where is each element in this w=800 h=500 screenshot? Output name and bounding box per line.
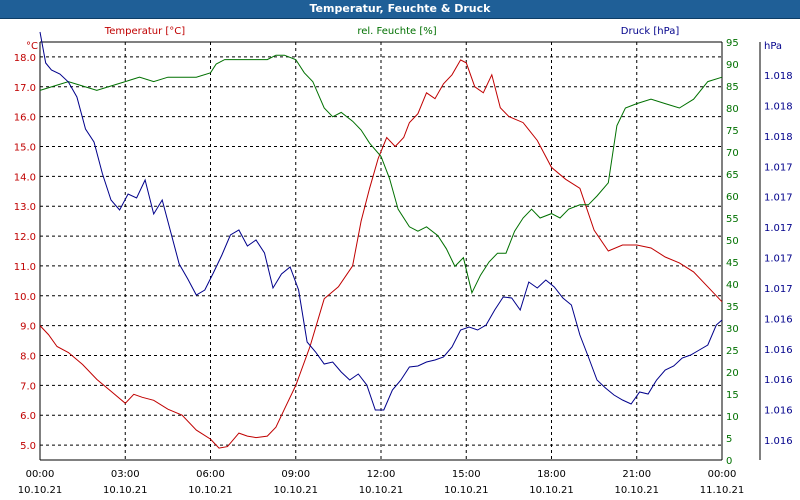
x-tick-time: 09:00 xyxy=(281,469,310,480)
pressure-tick-label: 1.017 xyxy=(764,193,793,204)
humidity-tick-label: 40 xyxy=(726,280,739,291)
pressure-unit: hPa xyxy=(764,41,782,52)
temperature-tick-label: 8.0 xyxy=(20,352,36,363)
temperature-series-label: Temperatur [°C] xyxy=(104,26,185,37)
pressure-tick-label: 1.018 xyxy=(764,132,793,143)
humidity-tick-label: 45 xyxy=(726,258,739,269)
humidity-tick-label: 50 xyxy=(726,236,739,247)
x-tick-date: 10.10.21 xyxy=(103,485,148,496)
humidity-tick-label: 35 xyxy=(726,302,739,313)
humidity-tick-label: 0 xyxy=(726,456,732,467)
pressure-tick-label: 1.018 xyxy=(764,101,793,112)
x-tick-date: 10.10.21 xyxy=(444,485,489,496)
x-tick-date: 10.10.21 xyxy=(614,485,659,496)
pressure-tick-label: 1.016 xyxy=(764,375,793,386)
temperature-tick-label: 15.0 xyxy=(14,143,36,154)
humidity-tick-label: 65 xyxy=(726,170,739,181)
x-tick-time: 21:00 xyxy=(622,469,651,480)
grid xyxy=(40,42,722,460)
pressure-tick-label: 1.017 xyxy=(764,284,793,295)
humidity-tick-label: 75 xyxy=(726,126,739,137)
x-tick-time: 18:00 xyxy=(537,469,566,480)
x-tick-time: 00:00 xyxy=(26,469,55,480)
humidity-tick-label: 90 xyxy=(726,60,739,71)
humidity-tick-label: 10 xyxy=(726,412,739,423)
x-tick-date: 10.10.21 xyxy=(359,485,404,496)
humidity-tick-label: 25 xyxy=(726,346,739,357)
humidity-tick-label: 70 xyxy=(726,148,739,159)
x-tick-date: 10.10.21 xyxy=(529,485,574,496)
pressure-tick-label: 1.016 xyxy=(764,314,793,325)
humidity-tick-label: 80 xyxy=(726,104,739,115)
humidity-series-label: rel. Feuchte [%] xyxy=(357,26,436,37)
humidity-tick-label: 30 xyxy=(726,324,739,335)
pressure-series-label: Druck [hPa] xyxy=(621,26,680,37)
x-tick-time: 03:00 xyxy=(111,469,140,480)
temperature-tick-label: 6.0 xyxy=(20,411,36,422)
humidity-tick-label: 15 xyxy=(726,390,739,401)
pressure-tick-label: 1.016 xyxy=(764,406,793,417)
temperature-unit: °C xyxy=(26,41,38,52)
series-labels: Temperatur [°C] rel. Feuchte [%] Druck [hP… xyxy=(104,26,680,37)
humidity-tick-label: 95 xyxy=(726,38,739,49)
x-tick-time: 06:00 xyxy=(196,469,225,480)
pressure-tick-label: 1.017 xyxy=(764,223,793,234)
pressure-tick-label: 1.017 xyxy=(764,162,793,173)
x-tick-date: 10.10.21 xyxy=(273,485,318,496)
humidity-tick-label: 60 xyxy=(726,192,739,203)
x-tick-time: 12:00 xyxy=(367,469,396,480)
axes xyxy=(39,41,761,461)
temperature-tick-label: 9.0 xyxy=(20,322,36,333)
temperature-tick-label: 14.0 xyxy=(14,172,36,183)
x-tick-date: 10.10.21 xyxy=(188,485,233,496)
humidity-tick-label: 5 xyxy=(726,434,732,445)
pressure-tick-label: 1.016 xyxy=(764,345,793,356)
temperature-tick-label: 5.0 xyxy=(20,441,36,452)
chart-title: Temperatur, Feuchte & Druck xyxy=(309,2,491,15)
temperature-tick-label: 18.0 xyxy=(14,53,36,64)
humidity-tick-label: 20 xyxy=(726,368,739,379)
pressure-tick-label: 1.017 xyxy=(764,254,793,265)
temperature-line xyxy=(39,59,723,449)
x-tick-date: 10.10.21 xyxy=(18,485,63,496)
pressure-tick-label: 1.016 xyxy=(764,436,793,447)
pressure-tick-label: 1.018 xyxy=(764,71,793,82)
x-tick-time: 00:00 xyxy=(708,469,737,480)
temperature-tick-label: 13.0 xyxy=(14,202,36,213)
temperature-tick-label: 7.0 xyxy=(20,381,36,392)
humidity-tick-label: 55 xyxy=(726,214,739,225)
humidity-line xyxy=(39,54,723,295)
temperature-tick-label: 16.0 xyxy=(14,113,36,124)
temperature-tick-label: 10.0 xyxy=(14,292,36,303)
temperature-tick-label: 17.0 xyxy=(14,83,36,94)
humidity-tick-label: 85 xyxy=(726,82,739,93)
x-tick-date: 11.10.21 xyxy=(700,485,745,496)
series-lines xyxy=(39,31,723,449)
temperature-tick-label: 12.0 xyxy=(14,232,36,243)
x-tick-time: 15:00 xyxy=(452,469,481,480)
pressure-line xyxy=(39,31,723,411)
temperature-tick-label: 11.0 xyxy=(14,262,36,273)
tick-labels: 00:00 10.10.21 03:00 10.10.21 06:00 10.10.21 0… xyxy=(14,38,793,496)
title-bar: Temperatur, Feuchte & Druck xyxy=(0,0,800,19)
